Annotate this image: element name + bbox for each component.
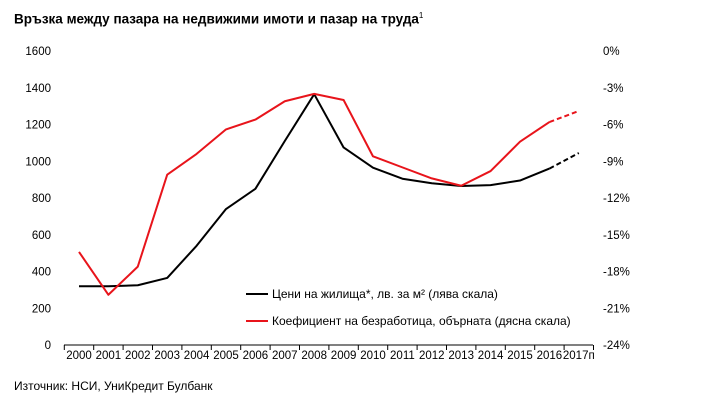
x-axis-tick-label: 2008	[301, 350, 327, 362]
x-axis-tick-label: 2013	[448, 350, 474, 362]
x-axis-tick-label: 2015	[507, 350, 533, 362]
right-axis-ticks: 0% -3% -6% -9% -12% -15% -18% -21% -24%	[603, 46, 630, 352]
x-axis-tick-label: 2014	[478, 350, 504, 362]
left-axis-tick-label: 600	[32, 230, 51, 242]
right-axis-tick-label: 0%	[603, 46, 620, 58]
legend-label-2: Коефициент на безработица, обърната (дяс…	[272, 314, 571, 328]
series-forecast-line-2	[549, 110, 580, 123]
right-axis-tick-label: -12%	[603, 193, 630, 205]
left-axis-tick-label: 400	[32, 267, 51, 279]
x-axis-tick-label: 2010	[360, 350, 386, 362]
right-axis-tick-label: -21%	[603, 303, 630, 315]
left-axis-tick-label: 1600	[25, 46, 51, 58]
series-line-1	[79, 93, 550, 288]
x-axis-tick-label: 2006	[243, 350, 269, 362]
left-axis-tick-label: 800	[32, 193, 51, 205]
x-axis-tick-label: 2005	[213, 350, 239, 362]
left-axis-tick-label: 1400	[25, 83, 51, 95]
left-axis-tick-label: 0	[45, 340, 51, 352]
x-axis-ticks: 2000 2001 2002 2003 2004 2005 2006 2007 2008 2009…	[63, 345, 595, 362]
x-axis-tick-label: 2004	[184, 350, 210, 362]
chart-title: Връзка между пазара на недвижими имоти и…	[14, 11, 424, 27]
x-axis-tick-label: 2016	[537, 350, 563, 362]
x-axis-tick-label: 2012	[419, 350, 445, 362]
right-axis-tick-label: -3%	[603, 83, 623, 95]
title-footnote-marker: 1	[418, 11, 424, 20]
series-line-2	[78, 92, 550, 296]
chart-area: 0 200 400 600 800 1000 1200 1400 1600 0% -3% -6% -9…	[25, 46, 630, 362]
legend: Цени на жилища*, лв. за м² (лява скала) К…	[246, 287, 571, 328]
x-axis-tick-label: 2001	[96, 350, 122, 362]
right-axis-tick-label: -18%	[603, 267, 630, 279]
right-axis-tick-label: -24%	[603, 340, 630, 352]
x-axis-tick-label: 2017п	[563, 350, 595, 362]
left-axis-tick-label: 1000	[25, 156, 51, 168]
left-axis-tick-label: 1200	[25, 120, 51, 132]
left-axis-ticks: 0 200 400 600 800 1000 1200 1400 1600	[25, 46, 51, 352]
left-axis-tick-label: 200	[32, 303, 51, 315]
x-axis-tick-label: 2002	[125, 350, 151, 362]
x-axis-tick-label: 2003	[154, 350, 180, 362]
right-axis-tick-label: -6%	[603, 120, 623, 132]
right-axis-tick-label: -15%	[603, 230, 630, 242]
x-axis-tick-label: 2011	[390, 350, 415, 362]
series-layer	[78, 92, 580, 296]
x-axis-tick-label: 2000	[66, 350, 92, 362]
x-axis-tick-label: 2009	[331, 350, 357, 362]
series-forecast-line-1	[548, 152, 580, 170]
legend-label-1: Цени на жилища*, лв. за м² (лява скала)	[272, 287, 498, 301]
x-axis-tick-label: 2007	[272, 350, 298, 362]
right-axis-tick-label: -9%	[603, 156, 623, 168]
source-note: Източник: НСИ, УниКредит Булбанк	[14, 379, 213, 393]
